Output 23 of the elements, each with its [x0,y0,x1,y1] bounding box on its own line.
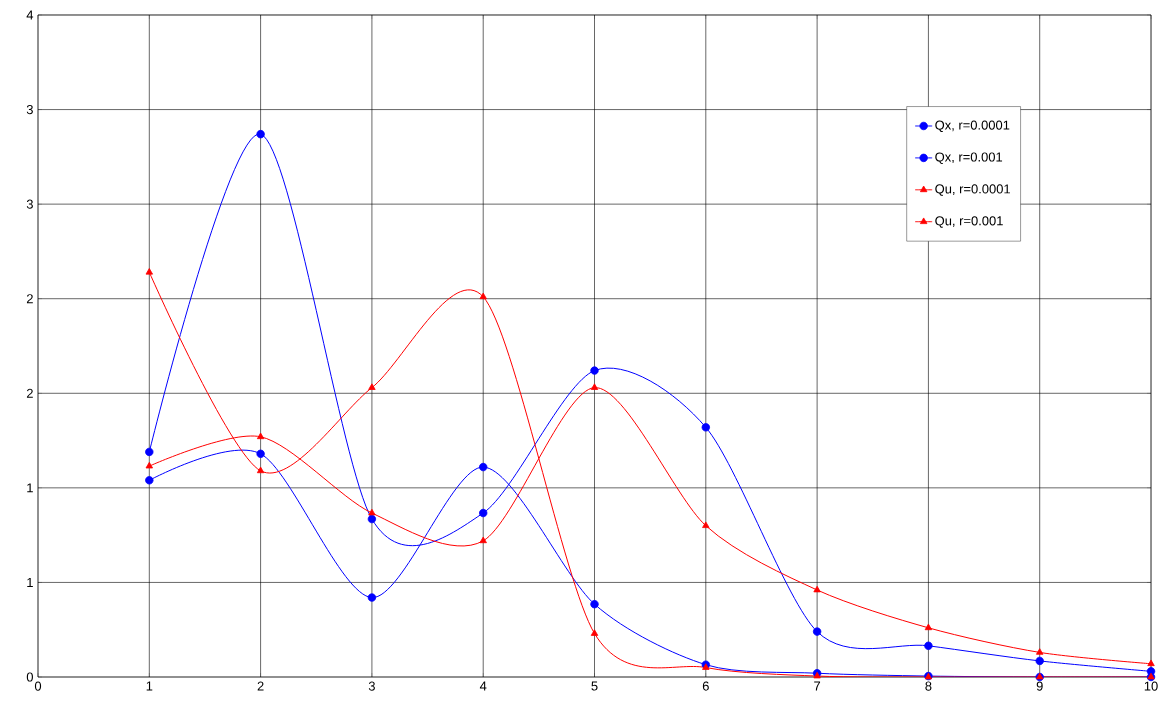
legend-label: Qx, r=0.001 [935,152,1003,164]
x-tick-label: 7 [814,681,821,691]
x-tick-label: 4 [479,681,487,691]
x-tick-label: 0 [34,681,42,691]
x-tick-label: 8 [925,681,932,691]
x-tick-label: 10 [1144,681,1158,691]
y-tick-label: 4 [26,10,34,20]
x-tick-label: 1 [146,681,153,691]
legend-label: Qu, r=0.001 [935,216,1003,228]
x-tick-label: 6 [702,681,709,691]
y-tick-label: 1 [27,577,33,587]
legend-label: Qx, r=0.0001 [935,120,1010,132]
y-tick-label: 3 [26,199,33,209]
y-tick-label: 1 [27,483,33,493]
x-tick-label: 3 [368,681,375,691]
legend-label: Qu, r=0.0001 [935,184,1010,196]
x-tick-label: 2 [257,681,264,691]
y-tick-label: 2 [26,388,33,398]
y-tick-label: 0 [26,672,33,682]
x-tick-label: 5 [591,681,598,691]
y-tick-label: 2 [26,294,33,304]
x-tick-label: 9 [1036,681,1043,691]
y-tick-label: 3 [26,104,33,115]
